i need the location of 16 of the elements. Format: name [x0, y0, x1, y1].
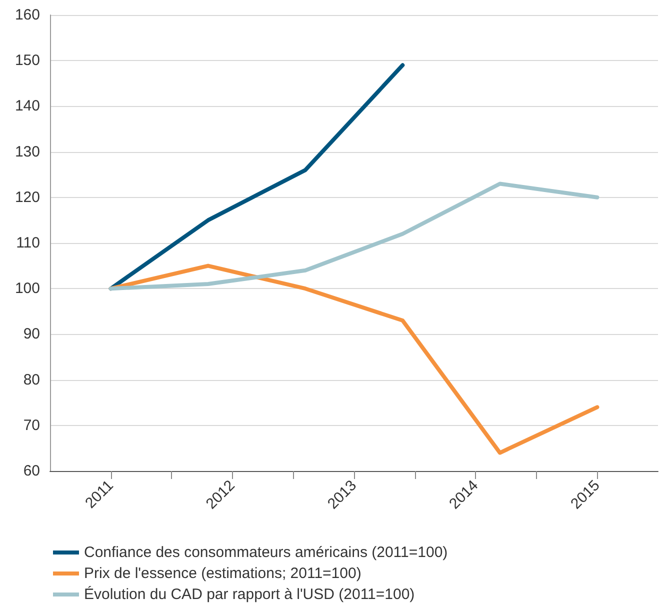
legend-label: Évolution du CAD par rapport à l'USD (2011=100)	[84, 585, 415, 603]
y-tick-label: 70	[23, 416, 40, 434]
y-tick-label: 80	[23, 371, 40, 388]
legend-label: Prix de l'essence (estimations; 2011=100)	[84, 565, 362, 582]
line-series	[108, 63, 405, 291]
legend-label: Confiance des consommateurs américains (2011=100)	[84, 544, 448, 561]
y-tick-label: 150	[14, 52, 40, 70]
y-tick-label: 120	[14, 188, 40, 206]
line-series	[108, 182, 600, 291]
y-tick-label: 110	[16, 234, 40, 252]
y-tick-label: 100	[14, 280, 40, 298]
y-tick-label: 90	[23, 326, 40, 343]
y-tick-label: 60	[23, 462, 40, 480]
y-tick-label: 160	[14, 6, 40, 24]
y-tick-label: 130	[14, 143, 40, 160]
y-tick-label: 140	[14, 98, 40, 115]
